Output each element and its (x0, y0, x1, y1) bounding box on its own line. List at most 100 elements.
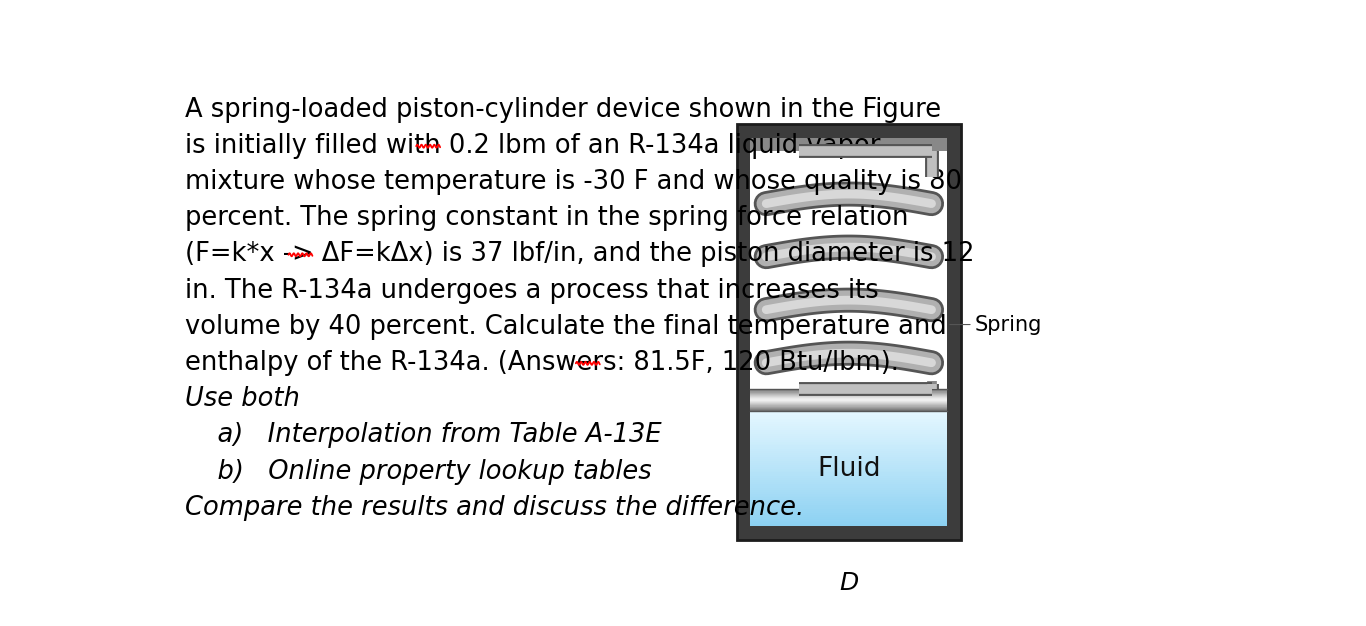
Bar (750, 429, 947, 432)
Bar (750, 402, 947, 403)
Bar (750, 468, 947, 471)
Bar (750, 453, 947, 455)
Bar (750, 470, 947, 473)
Bar (750, 505, 947, 507)
Bar (750, 474, 947, 476)
Bar (750, 138, 947, 151)
Bar (750, 520, 947, 523)
Text: Use both: Use both (184, 386, 299, 412)
Text: volume by 40 percent. Calculate the final temperature and: volume by 40 percent. Calculate the fina… (184, 314, 947, 340)
Bar (750, 447, 947, 449)
Bar (750, 516, 947, 518)
Bar (750, 454, 947, 457)
Bar (750, 408, 947, 409)
Bar (750, 394, 947, 395)
Bar (750, 490, 947, 491)
Bar (750, 393, 947, 394)
Bar (750, 459, 947, 461)
Bar (750, 463, 947, 464)
Bar (750, 405, 947, 406)
Bar (750, 438, 947, 439)
Bar (750, 393, 947, 394)
Text: Fluid: Fluid (817, 456, 881, 481)
Bar (750, 524, 947, 526)
Bar (750, 424, 947, 426)
Bar (750, 522, 947, 525)
Bar (750, 497, 947, 500)
Bar (750, 418, 947, 421)
Bar (750, 493, 947, 496)
Bar (750, 401, 947, 403)
Bar (750, 406, 947, 407)
Bar (736, 125, 962, 540)
Bar (750, 426, 947, 428)
Bar (750, 408, 947, 409)
Bar (750, 414, 947, 417)
Bar (750, 422, 947, 424)
Bar (750, 395, 947, 396)
Bar (750, 439, 947, 441)
Bar (750, 398, 947, 399)
Text: Compare the results and discuss the difference.: Compare the results and discuss the diff… (184, 495, 803, 521)
Bar (750, 509, 947, 511)
Text: a)   Interpolation from Table A-13E: a) Interpolation from Table A-13E (184, 423, 661, 448)
Text: is initially filled with 0.2 lbm of an R-134a liquid-vapor: is initially filled with 0.2 lbm of an R… (184, 133, 880, 159)
Bar (750, 404, 947, 405)
Bar (750, 472, 947, 475)
Bar (750, 390, 947, 391)
Text: (F=k*x -> ΔF=kΔx) is 37 lbf/in, and the piston diameter is 12: (F=k*x -> ΔF=kΔx) is 37 lbf/in, and the … (184, 242, 974, 267)
Bar (750, 389, 947, 391)
Bar (750, 399, 947, 401)
Text: b)   Online property lookup tables: b) Online property lookup tables (184, 459, 652, 485)
Bar (750, 481, 947, 484)
Bar (750, 511, 947, 513)
Bar (750, 404, 947, 406)
Text: percent. The spring constant in the spring force relation: percent. The spring constant in the spri… (184, 205, 908, 231)
Bar (750, 432, 947, 434)
Bar (750, 428, 947, 430)
Bar (750, 409, 947, 410)
Bar (750, 413, 947, 414)
Bar (750, 488, 947, 490)
Bar (750, 397, 947, 398)
Bar (750, 403, 947, 404)
Bar (750, 396, 947, 398)
Text: in. The R-134a undergoes a process that increases its: in. The R-134a undergoes a process that … (184, 277, 878, 304)
Bar (750, 389, 947, 390)
Bar (750, 391, 947, 392)
Bar (750, 476, 947, 478)
Bar (750, 409, 947, 410)
Bar (750, 506, 947, 509)
Bar (750, 515, 947, 516)
Bar (750, 436, 947, 438)
Bar (750, 503, 947, 505)
Bar (750, 392, 947, 393)
Text: Spring: Spring (974, 314, 1042, 334)
Text: D: D (839, 571, 858, 595)
Bar (750, 464, 947, 466)
Bar (750, 449, 947, 451)
Bar (750, 484, 947, 486)
Bar (750, 399, 947, 400)
Bar (750, 461, 947, 463)
Bar (750, 491, 947, 494)
Bar (750, 451, 947, 453)
Bar (750, 495, 947, 498)
Bar (750, 411, 947, 413)
Bar (750, 466, 947, 469)
Bar (750, 396, 947, 397)
Bar (750, 486, 947, 488)
Bar (750, 401, 947, 402)
Bar (750, 441, 947, 444)
Bar (750, 445, 947, 448)
Bar (750, 392, 947, 393)
Bar (750, 138, 947, 526)
Bar (750, 420, 947, 423)
Text: mixture whose temperature is -30 F and whose quality is 80: mixture whose temperature is -30 F and w… (184, 169, 962, 195)
Bar (750, 407, 947, 408)
Bar (750, 518, 947, 521)
Bar (750, 480, 947, 482)
Bar (750, 478, 947, 480)
Bar (750, 403, 947, 404)
Bar (750, 410, 947, 411)
